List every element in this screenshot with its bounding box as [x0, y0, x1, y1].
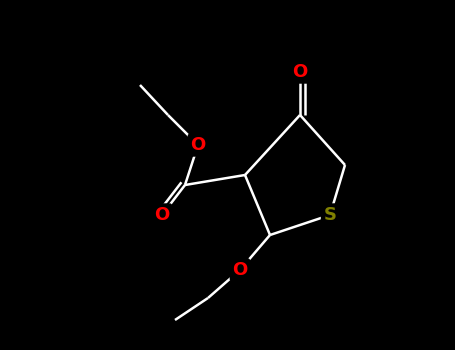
Text: O: O [190, 136, 206, 154]
Text: O: O [233, 261, 248, 279]
Text: S: S [324, 206, 337, 224]
Text: O: O [154, 206, 170, 224]
Text: O: O [293, 63, 308, 81]
